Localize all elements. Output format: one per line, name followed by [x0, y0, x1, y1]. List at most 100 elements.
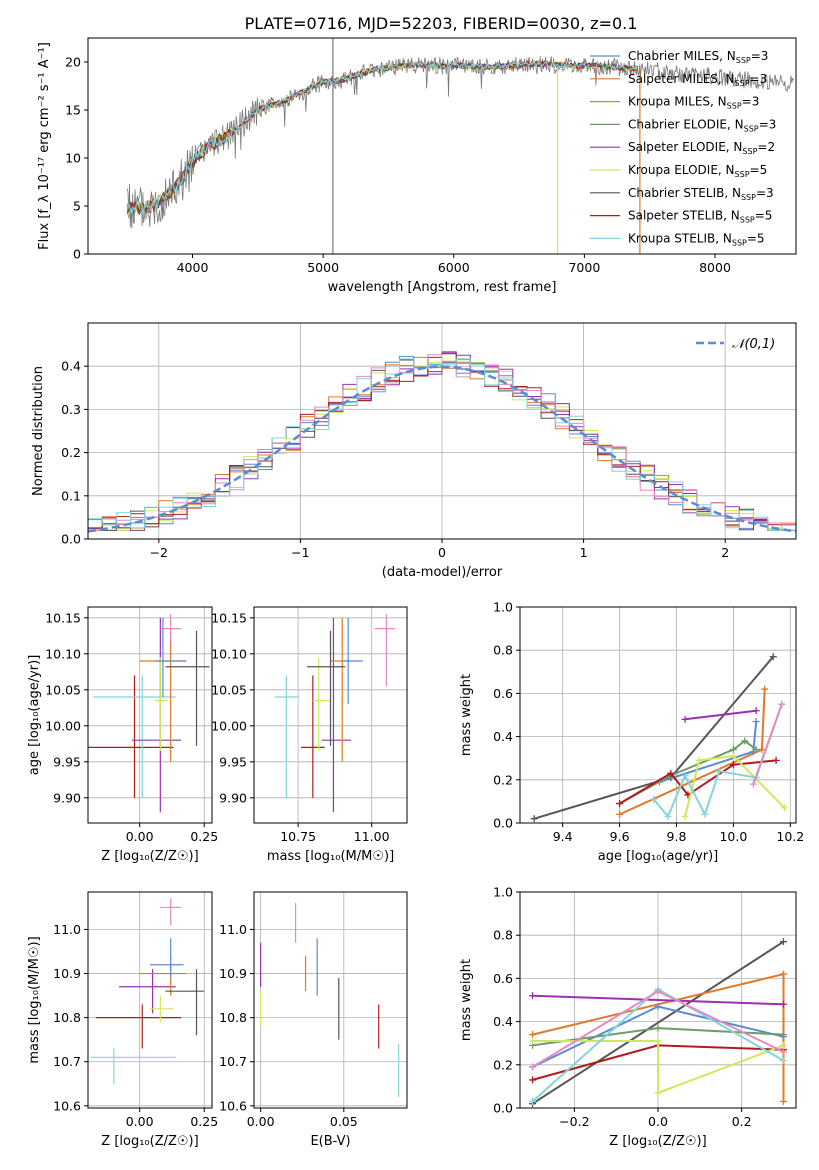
weight-series-line	[684, 709, 757, 721]
weight-point-marker	[529, 1076, 537, 1084]
axes-frame	[87, 891, 213, 1109]
weight-series-line	[531, 940, 785, 1105]
x-tick-label: 10.2	[776, 829, 804, 844]
axes-frame	[253, 891, 408, 1109]
y-axis-label: Normed distribution	[31, 366, 46, 496]
weight-point-marker	[778, 700, 786, 708]
y-tick-label: 1.0	[493, 885, 513, 900]
y-tick-label: 0.4	[493, 1014, 513, 1029]
weight-point-marker	[781, 804, 789, 812]
y-tick-label: 10.10	[45, 646, 81, 661]
y-tick-label: 0.4	[61, 359, 81, 374]
weight-vs-Z-panel: −0.2 0.0 0.2 0.0 0.2 0.4 0.6 0.8 1.0 Z [log₁₀(Z/Z…	[459, 885, 797, 1149]
y-tick-label: 10.00	[45, 718, 81, 733]
x-axis-label: mass [log₁₀(M/M☉)]	[267, 849, 394, 864]
x-tick-label: 9.4	[553, 829, 573, 844]
weight-point-marker	[681, 715, 689, 723]
weight-point-marker	[779, 1048, 787, 1056]
spectrum-plot-area	[126, 38, 794, 254]
model-spectrum-kroupa-stelib	[126, 60, 637, 215]
axes-frame	[87, 37, 797, 255]
weight-point-marker	[729, 752, 737, 760]
x-tick-label: 0	[438, 545, 446, 560]
axes-frame	[519, 606, 797, 824]
y-tick-label: 9.95	[219, 754, 247, 769]
x-axis-label: E(B-V)	[310, 1134, 350, 1149]
y-tick-label: 10.15	[45, 610, 81, 625]
weight-point-marker	[616, 810, 624, 818]
y-tick-label: 0.0	[493, 816, 513, 831]
y-tick-label: 9.95	[53, 754, 81, 769]
y-tick-label: 11.0	[219, 922, 247, 937]
mass-vs-Z-panel: 0.00 0.25 10.6 10.7 10.8 10.9 11.0 Z [log₁₀(Z/Z…	[27, 891, 218, 1149]
histogram-series	[88, 359, 796, 531]
axes-frame	[87, 606, 213, 824]
legend-entry: Kroupa STELIB, NSSP=5	[628, 231, 765, 247]
y-tick-label: 15	[65, 103, 81, 118]
weight-point-marker	[650, 795, 658, 803]
weight-point-marker	[681, 771, 689, 779]
x-axis-label: Z [log₁₀(Z/Z☉)]	[101, 1134, 198, 1149]
weight-point-marker	[529, 992, 537, 1000]
x-tick-label: 4000	[177, 260, 209, 275]
weight-point-marker	[741, 737, 749, 745]
x-tick-label: 0.00	[126, 829, 154, 844]
y-tick-label: 0.2	[493, 1057, 513, 1072]
axes-frame	[253, 606, 408, 824]
weight-point-marker	[752, 707, 760, 715]
y-tick-label: 0.6	[493, 686, 513, 701]
y-tick-label: 0.0	[493, 1101, 513, 1116]
y-tick-label: 10.05	[211, 682, 247, 697]
age-vs-Z-panel: 0.00 0.25 9.90 9.95 10.00 10.05 10.10 10.15 Z [l…	[27, 606, 218, 864]
weight-vs-age-panel: 9.4 9.6 9.8 10.0 10.2 0.0 0.2 0.4 0.6 0.8 1.0 age […	[459, 600, 804, 865]
weight-point-marker	[761, 685, 769, 693]
x-tick-label: 9.6	[610, 829, 630, 844]
y-axis-label: mass weight	[459, 959, 474, 1041]
weight-point-marker	[779, 938, 787, 946]
x-tick-label: −0.2	[559, 1114, 589, 1129]
y-tick-label: 10.10	[211, 646, 247, 661]
x-tick-label: −2	[150, 545, 168, 560]
legend-entry: Chabrier ELODIE, NSSP=3	[628, 117, 776, 133]
weight-point-marker	[729, 761, 737, 769]
weight-series-line	[532, 994, 784, 1006]
figure-title: PLATE=0716, MJD=52203, FIBERID=0030, z=0…	[245, 14, 638, 33]
weight-point-marker	[654, 987, 662, 995]
x-tick-label: 0.00	[126, 1114, 154, 1129]
normal-curve	[87, 365, 797, 533]
weight-series-line	[752, 703, 783, 785]
weight-point-marker	[654, 1002, 662, 1010]
residuals-panel: −2 −1 0 1 2 0.0 0.1 0.2 0.3 0.4 (data-model)/error…	[31, 322, 797, 580]
y-tick-label: 10.7	[53, 1054, 81, 1069]
y-tick-label: 10.9	[53, 966, 81, 981]
weight-point-marker	[752, 746, 760, 754]
y-axis-label: age [log₁₀(age/yr)]	[27, 655, 42, 776]
weight-point-marker	[654, 1037, 662, 1045]
weight-point-marker	[664, 813, 672, 821]
y-tick-label: 11.0	[53, 922, 81, 937]
y-tick-label: 0.3	[61, 402, 81, 417]
x-tick-label: 6000	[438, 260, 470, 275]
y-tick-label: 10.05	[45, 682, 81, 697]
y-tick-label: 10	[65, 151, 81, 166]
residuals-legend: 𝒩(0,1)	[696, 337, 775, 352]
weight-point-marker	[772, 756, 780, 764]
weight-point-marker	[749, 780, 757, 788]
y-tick-label: 0.8	[493, 928, 513, 943]
legend-entry: Kroupa ELODIE, NSSP=5	[628, 163, 767, 179]
x-axis-label: Z [log₁₀(Z/Z☉)]	[609, 1134, 706, 1149]
x-axis-label: (data-model)/error	[382, 565, 503, 580]
legend-entry: Chabrier MILES, NSSP=3	[628, 49, 768, 65]
y-tick-label: 10.8	[53, 1010, 81, 1025]
weight-point-marker	[654, 1024, 662, 1032]
legend-entry: Salpeter STELIB, NSSP=5	[628, 209, 772, 225]
histogram-series	[88, 358, 796, 531]
x-axis-label: age [log₁₀(age/yr)]	[598, 849, 719, 864]
weight-point-marker	[769, 653, 777, 661]
y-tick-label: 0.8	[493, 643, 513, 658]
legend-entry: 𝒩(0,1)	[732, 337, 775, 352]
y-axis-label: Flux [f_λ 10⁻¹⁷ erg cm⁻² s⁻¹ A⁻¹]	[37, 42, 52, 250]
y-tick-label: 10.6	[53, 1098, 81, 1113]
weight-point-marker	[529, 1037, 537, 1045]
